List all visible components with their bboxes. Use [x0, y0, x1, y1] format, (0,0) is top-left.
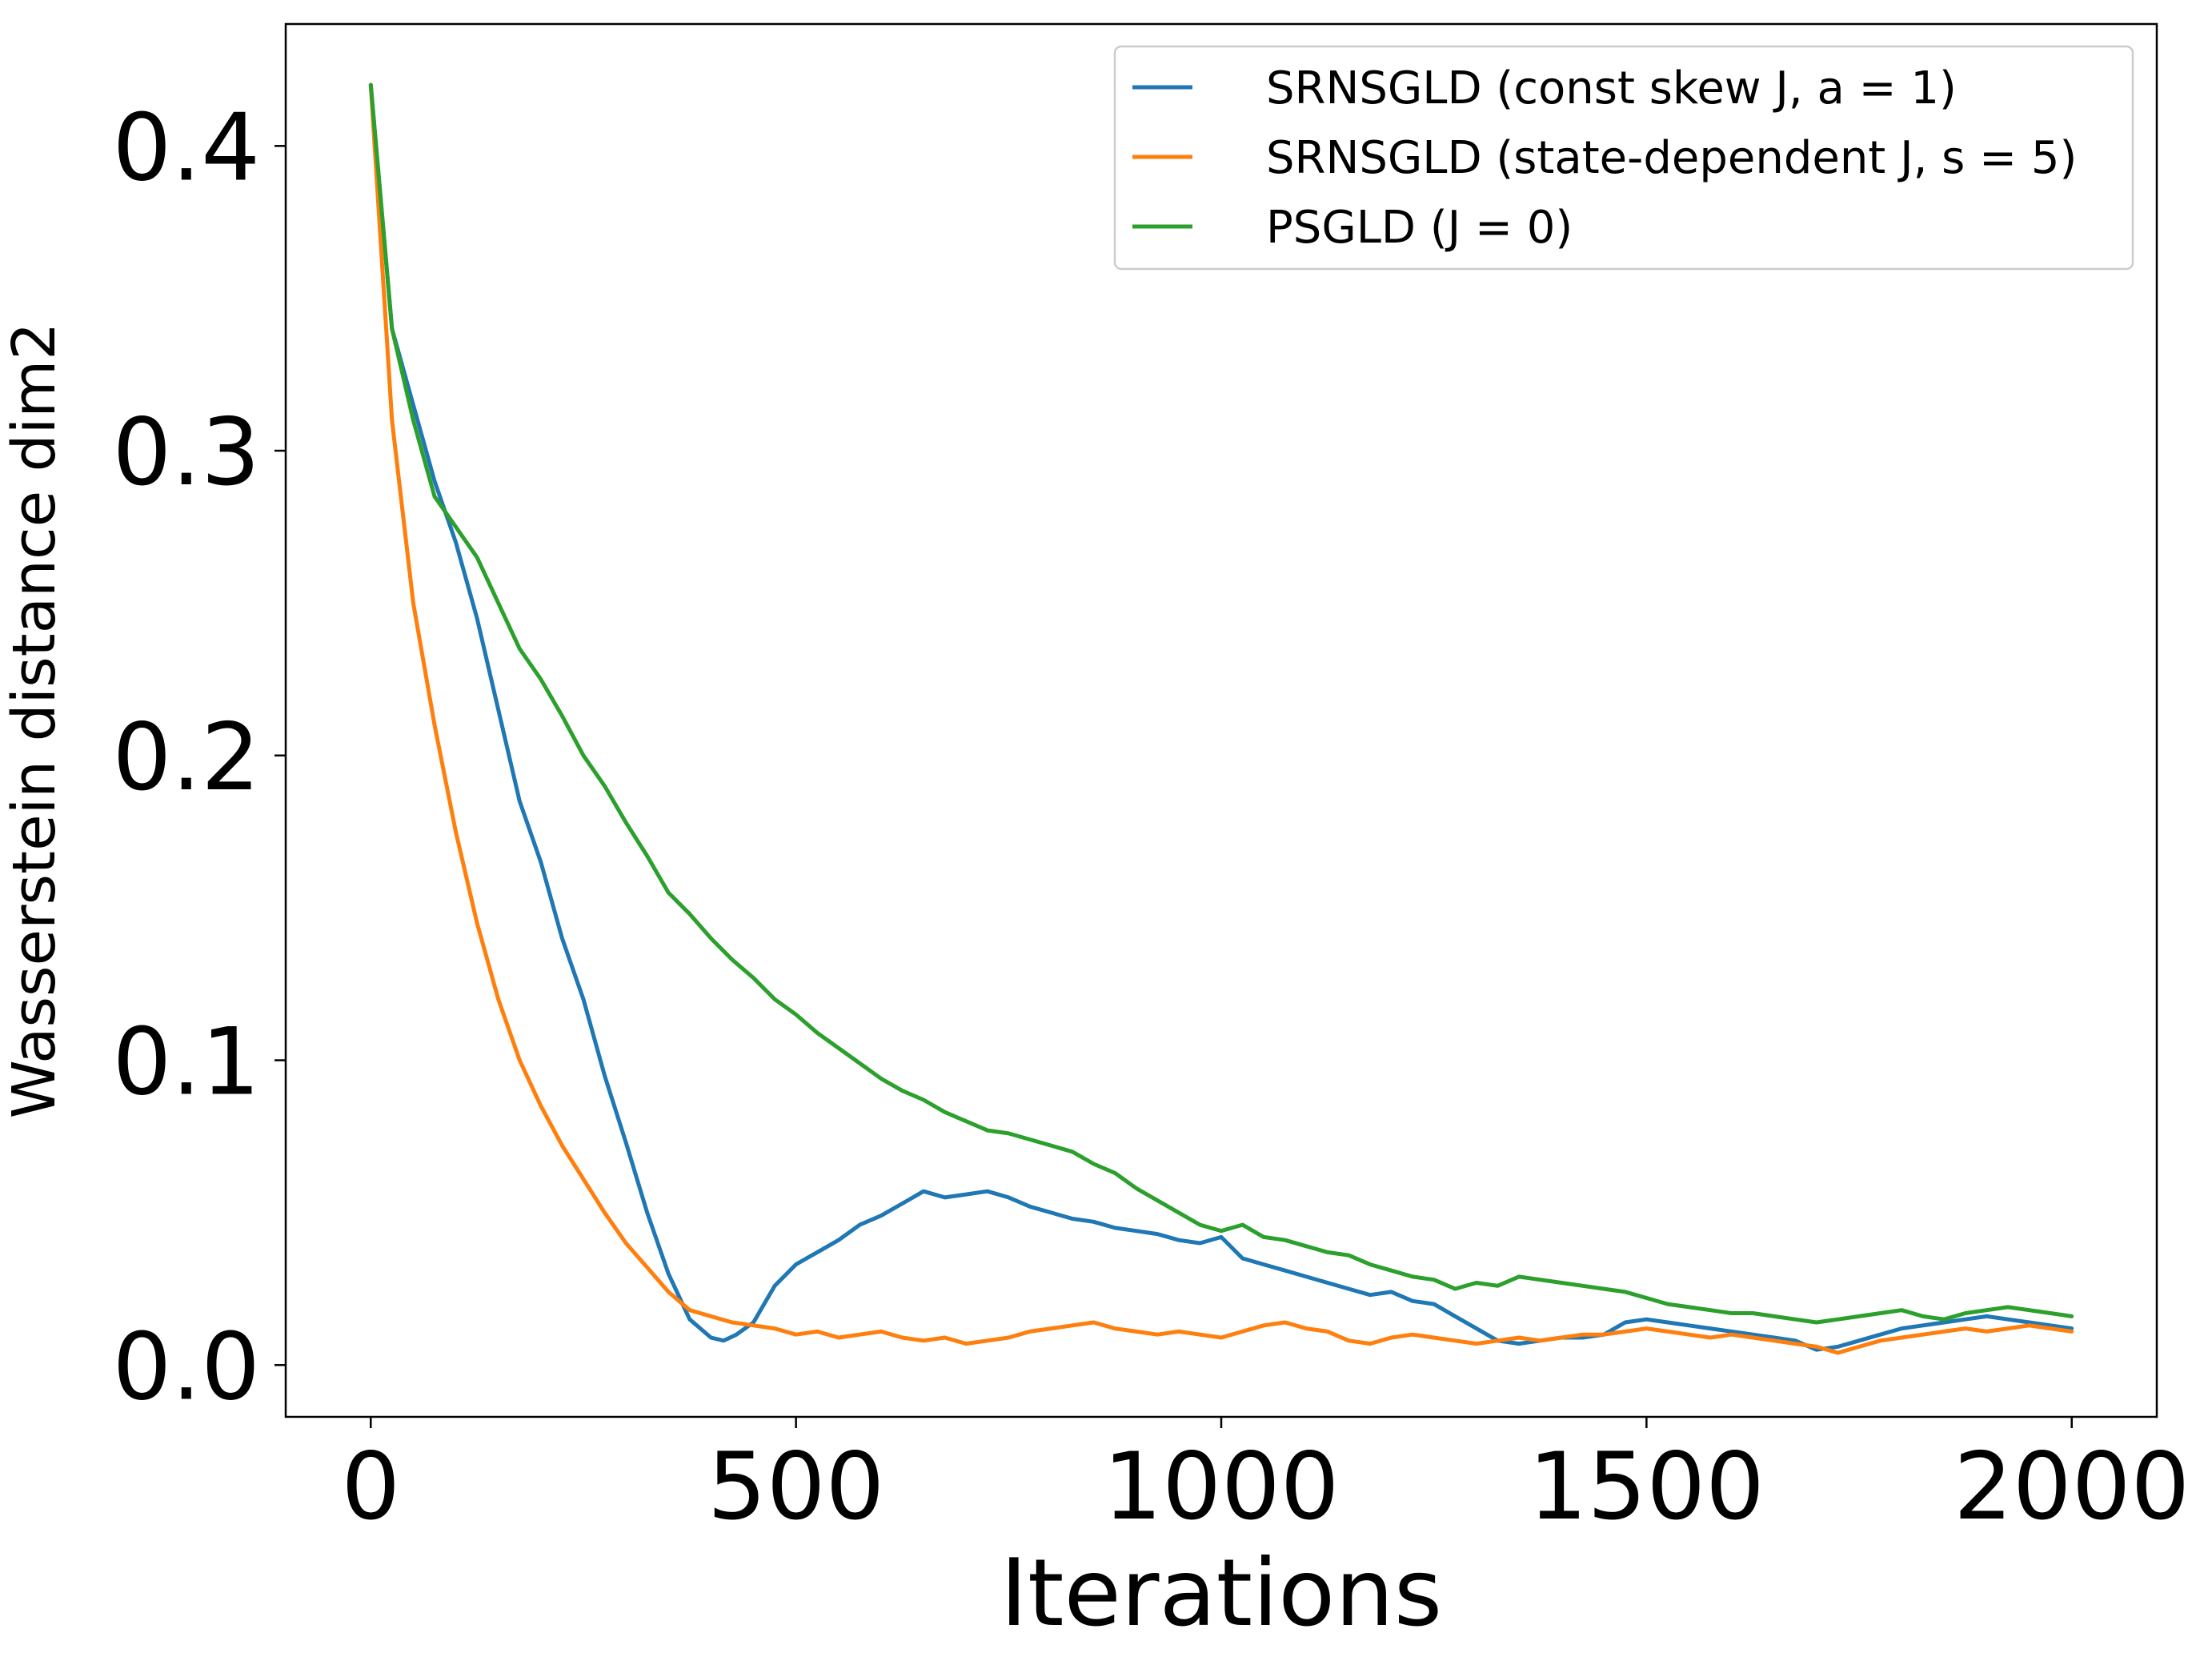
y-tick-label: 0.3 [113, 399, 260, 507]
y-axis-ticks: 0.0 0.1 0.2 0.3 0.4 [113, 94, 286, 1421]
y-tick-label: 0.0 [113, 1313, 260, 1421]
y-axis-title: Wasserstein distance dim2 [0, 323, 69, 1119]
legend-entries: SRNSGLD (const skew J, a = 1) SRNSGLD (st… [1132, 62, 2077, 254]
legend: SRNSGLD (const skew J, a = 1) SRNSGLD (st… [1113, 45, 2134, 271]
x-tick-label: 2000 [1954, 1433, 2190, 1541]
legend-label-1: SRNSGLD (const skew J, a = 1) [1266, 62, 1957, 114]
legend-label-2: SRNSGLD (state-dependent J, s = 5) [1266, 132, 2077, 184]
series-layer [368, 82, 2074, 1355]
x-tick-label: 0 [341, 1433, 400, 1541]
series-line-2 [368, 82, 2074, 1355]
series-line-1 [368, 82, 2074, 1352]
y-tick-label: 0.1 [113, 1009, 260, 1117]
x-axis-title: Iterations [1000, 1539, 1442, 1647]
x-tick-label: 500 [707, 1433, 884, 1541]
legend-label-3: PSGLD (J = 0) [1266, 202, 1573, 254]
series-line-3 [368, 82, 2074, 1325]
x-tick-label: 1000 [1103, 1433, 1339, 1541]
x-axis-ticks: 0 500 1000 1500 2000 [341, 1417, 2190, 1541]
y-tick-label: 0.4 [113, 94, 260, 202]
legend-box [1113, 45, 2134, 271]
x-tick-label: 1500 [1529, 1433, 1765, 1541]
y-tick-label: 0.2 [113, 704, 260, 812]
